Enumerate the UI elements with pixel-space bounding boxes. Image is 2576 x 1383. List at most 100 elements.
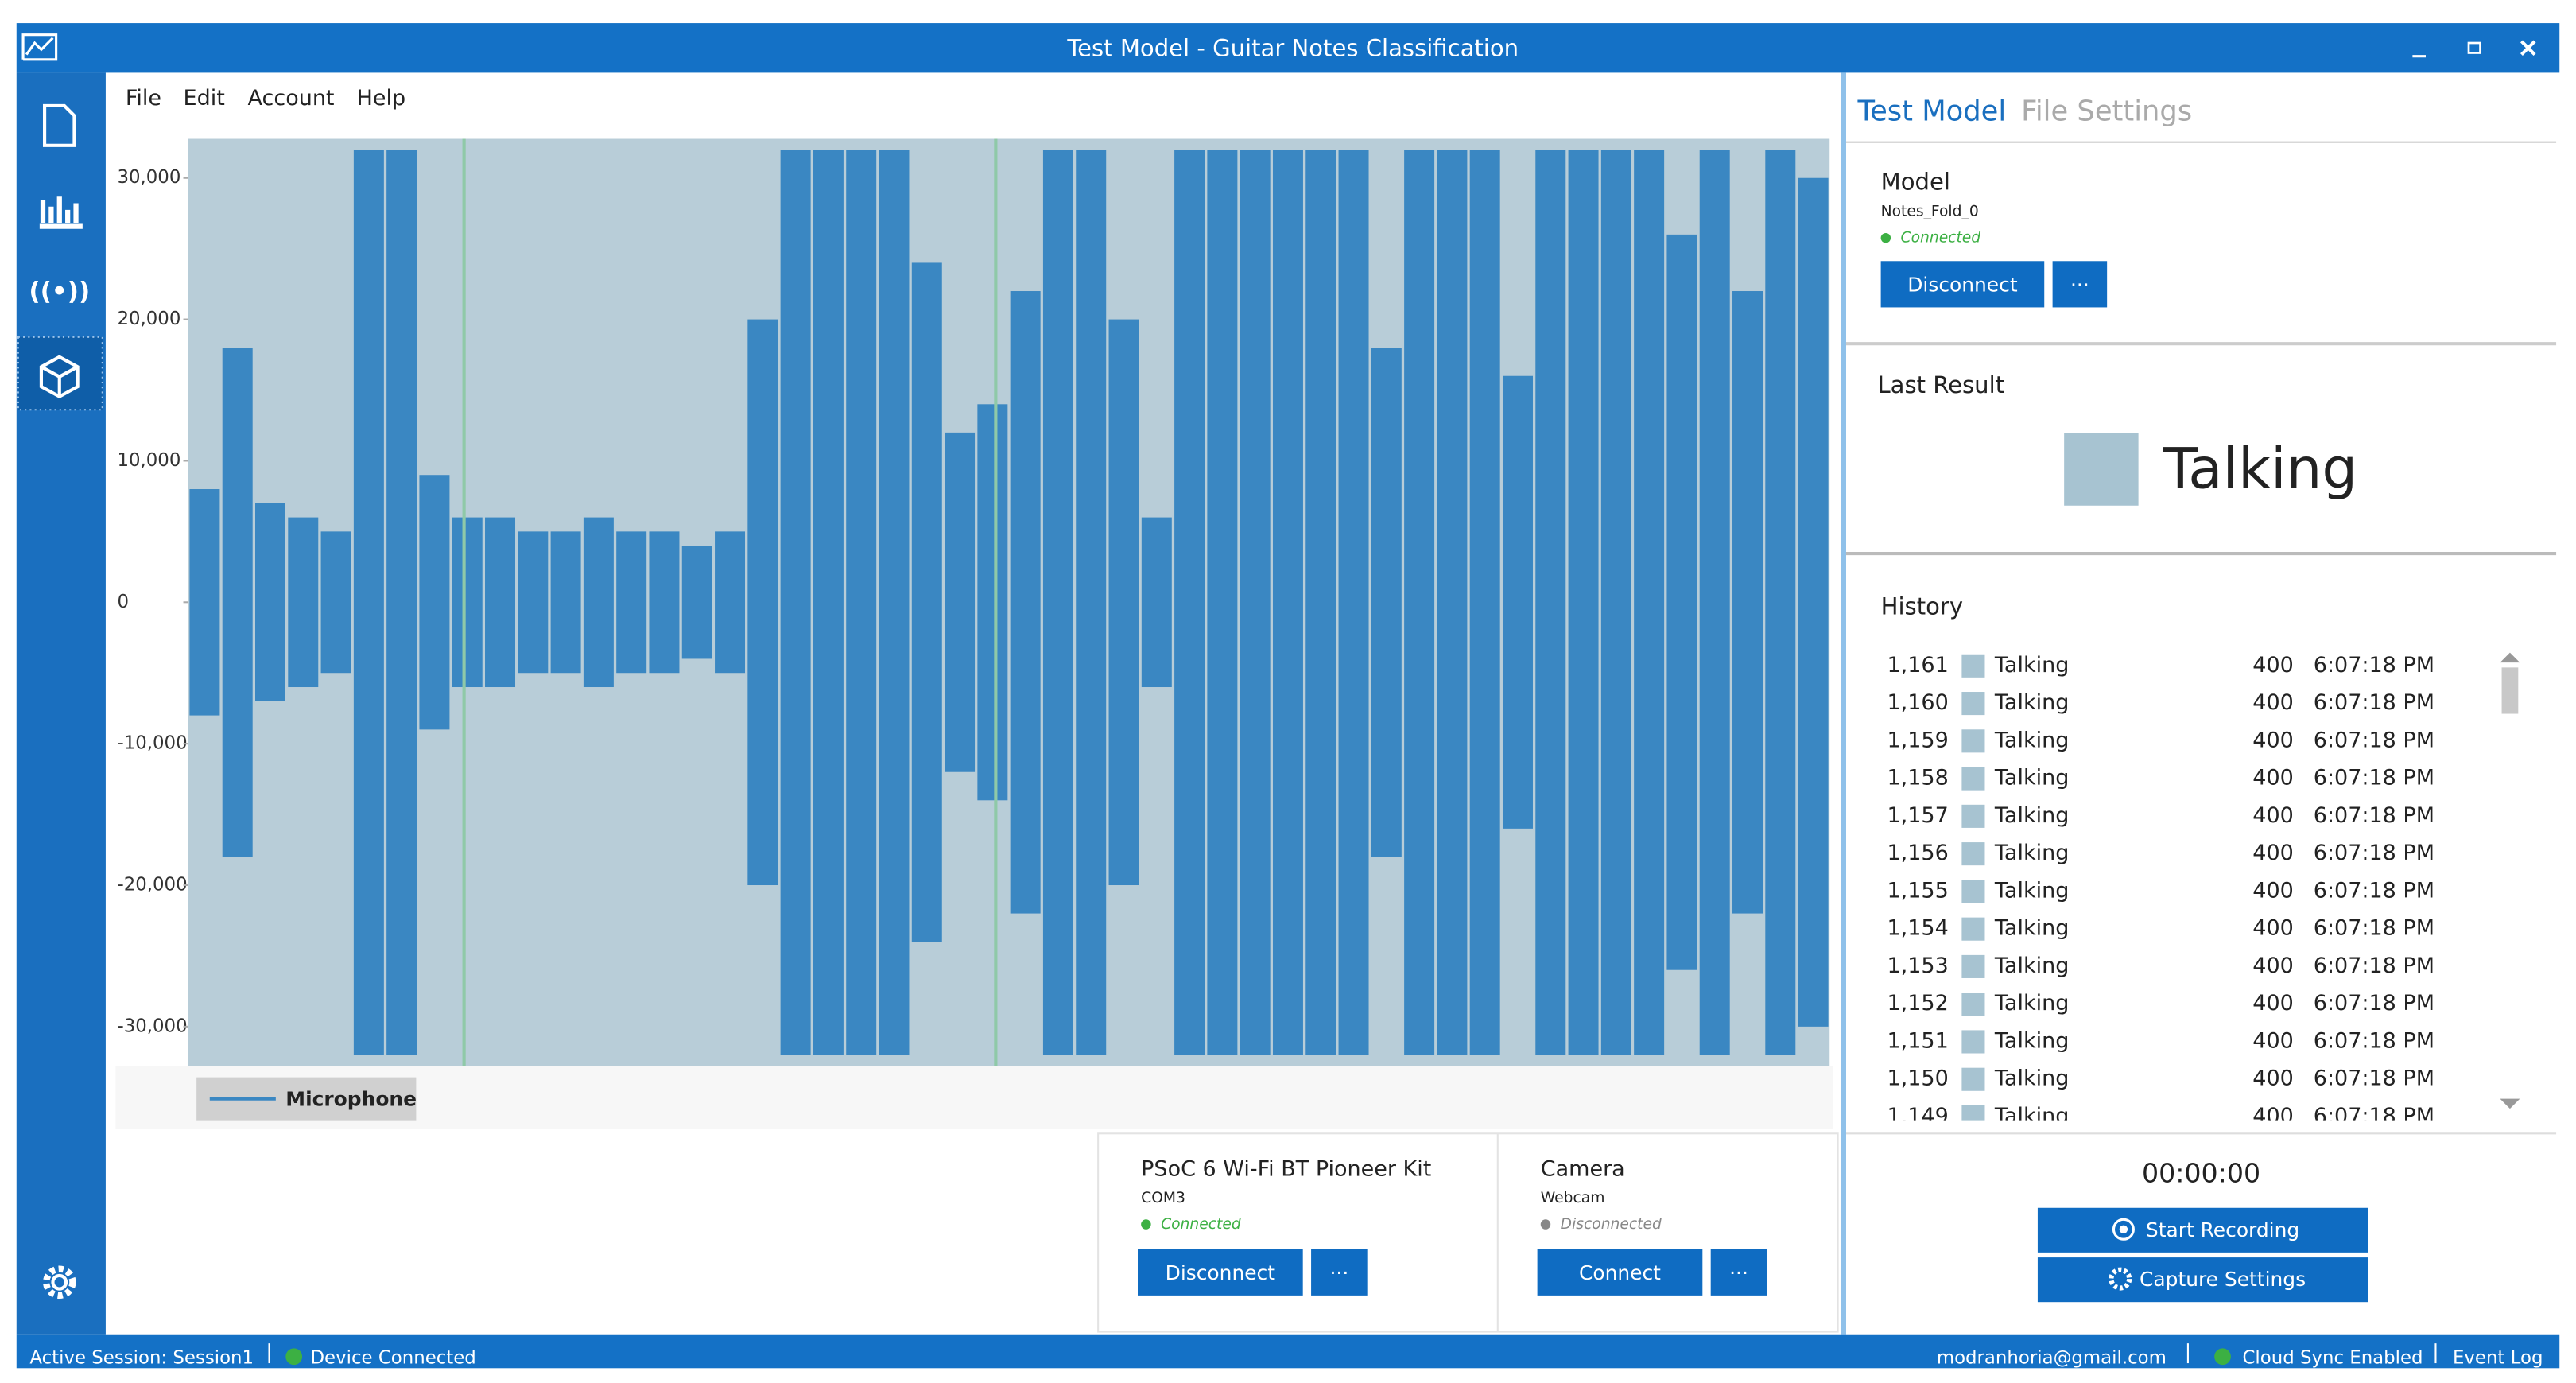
waveform-segment bbox=[1371, 348, 1402, 857]
title-bar bbox=[16, 23, 2560, 73]
history-count: 400 bbox=[2252, 841, 2294, 865]
history-time: 6:07:18 PM bbox=[2314, 653, 2434, 678]
nav-capture[interactable]: ((•)) bbox=[29, 278, 90, 306]
model-heading: Model bbox=[1881, 169, 1950, 196]
record-icon bbox=[2112, 1218, 2135, 1241]
legend-label: Microphone bbox=[285, 1088, 417, 1111]
waveform-segment bbox=[911, 262, 942, 942]
nav-settings[interactable] bbox=[43, 1265, 76, 1299]
history-count: 400 bbox=[2252, 803, 2294, 828]
history-time: 6:07:18 PM bbox=[2314, 728, 2434, 752]
history-label: Talking bbox=[1994, 1028, 2069, 1053]
history-time: 6:07:18 PM bbox=[2314, 1066, 2434, 1091]
waveform-segment bbox=[419, 475, 450, 730]
waveform-segment bbox=[353, 150, 384, 1055]
waveform-segment bbox=[649, 531, 680, 674]
scrollbar-thumb[interactable] bbox=[2501, 667, 2519, 714]
history-label: Talking bbox=[1994, 991, 2069, 1016]
history-label: Talking bbox=[1994, 841, 2069, 865]
waveform-segment bbox=[1174, 150, 1205, 1055]
device-button-label: Disconnect bbox=[1166, 1261, 1276, 1284]
result-swatch bbox=[2064, 433, 2139, 506]
history-swatch bbox=[1961, 1030, 1985, 1054]
y-tick-label: 30,000 bbox=[117, 167, 180, 188]
waveform-segment bbox=[813, 150, 844, 1055]
history-count: 400 bbox=[2252, 878, 2294, 903]
model-name: Notes_Fold_0 bbox=[1881, 203, 1979, 219]
waveform-segment bbox=[320, 531, 351, 674]
menu-item[interactable]: Edit bbox=[184, 86, 225, 111]
history-id: 1,150 bbox=[1887, 1066, 1948, 1091]
tab-active[interactable]: Test Model bbox=[1857, 95, 2007, 127]
close-button[interactable] bbox=[2520, 40, 2536, 56]
menu-item[interactable]: Help bbox=[357, 86, 406, 111]
device-more-button[interactable] bbox=[1710, 1249, 1767, 1296]
history-label: Talking bbox=[1994, 690, 2069, 715]
status-bar bbox=[16, 1334, 2560, 1369]
restore-button[interactable] bbox=[2467, 41, 2481, 54]
waveform-segment bbox=[977, 404, 1008, 801]
history-swatch bbox=[1961, 842, 1985, 866]
history-count: 400 bbox=[2252, 1066, 2294, 1091]
waveform-segment bbox=[945, 432, 976, 772]
history-time: 6:07:18 PM bbox=[2314, 991, 2434, 1016]
history-label: Talking bbox=[1994, 803, 2069, 828]
scroll-down[interactable] bbox=[2500, 1098, 2520, 1109]
history-time: 6:07:18 PM bbox=[2314, 841, 2434, 865]
status-dot bbox=[1540, 1219, 1551, 1230]
waveform-segment bbox=[681, 546, 712, 659]
menu-item[interactable]: File bbox=[126, 86, 161, 111]
gear-icon bbox=[2109, 1267, 2132, 1291]
status-dot bbox=[2214, 1348, 2231, 1366]
device-button[interactable] bbox=[1138, 1249, 1303, 1296]
device-more-button[interactable] bbox=[1311, 1249, 1368, 1296]
more-button[interactable] bbox=[2052, 261, 2108, 308]
recording-button[interactable] bbox=[2037, 1207, 2368, 1253]
history-id: 1,154 bbox=[1887, 916, 1948, 941]
waveform-segment bbox=[222, 348, 253, 857]
history-time: 6:07:18 PM bbox=[2314, 954, 2434, 978]
waveform-segment bbox=[1338, 150, 1369, 1055]
history-count: 400 bbox=[2252, 728, 2294, 752]
history-time: 6:07:18 PM bbox=[2314, 766, 2434, 791]
app-icon bbox=[21, 33, 58, 61]
app-icon-line bbox=[25, 37, 54, 56]
y-tick-label: -10,000 bbox=[117, 733, 187, 754]
waveform-segment bbox=[485, 517, 516, 688]
tab-inactive[interactable]: File Settings bbox=[2021, 95, 2192, 127]
waveform-segment bbox=[1141, 517, 1172, 688]
device-button[interactable] bbox=[1537, 1249, 1703, 1296]
history-id: 1,161 bbox=[1887, 653, 1948, 678]
history-id: 1,149 bbox=[1887, 1104, 1948, 1129]
status-user: modranhoria@gmail.com bbox=[1937, 1347, 2167, 1368]
status-log[interactable]: Event Log bbox=[2453, 1347, 2543, 1368]
disconnect-button[interactable] bbox=[1880, 261, 2045, 308]
waveform-segment bbox=[1108, 319, 1139, 886]
history-swatch bbox=[1961, 880, 1985, 903]
history-time: 6:07:18 PM bbox=[2314, 803, 2434, 828]
history-label: Talking bbox=[1994, 1066, 2069, 1091]
waveform-segment bbox=[189, 489, 220, 716]
history-count: 400 bbox=[2252, 690, 2294, 715]
device-panel bbox=[1097, 1132, 1839, 1333]
recording-button[interactable] bbox=[2037, 1257, 2368, 1303]
history-count: 400 bbox=[2252, 653, 2294, 678]
history-swatch bbox=[1961, 692, 1985, 716]
waveform-segment bbox=[616, 531, 647, 674]
history-swatch bbox=[1961, 1105, 1985, 1121]
waveform-segment bbox=[780, 150, 811, 1055]
waveform-segment bbox=[550, 531, 581, 674]
waveform-segment bbox=[1600, 150, 1631, 1055]
menu-item[interactable]: Account bbox=[248, 86, 335, 111]
history-swatch bbox=[1961, 804, 1985, 828]
nav-test-selected[interactable] bbox=[17, 336, 103, 411]
waveform-segment bbox=[1207, 150, 1238, 1055]
nav-data[interactable] bbox=[39, 196, 83, 229]
nav-files[interactable] bbox=[43, 103, 76, 147]
waveform-segment bbox=[452, 517, 483, 688]
history-count: 400 bbox=[2252, 991, 2294, 1016]
waveform-segment bbox=[1042, 150, 1073, 1055]
scroll-up[interactable] bbox=[2500, 652, 2520, 663]
device-more-button-label: ··· bbox=[1729, 1261, 1748, 1284]
record-icon-dot bbox=[2119, 1225, 2128, 1233]
